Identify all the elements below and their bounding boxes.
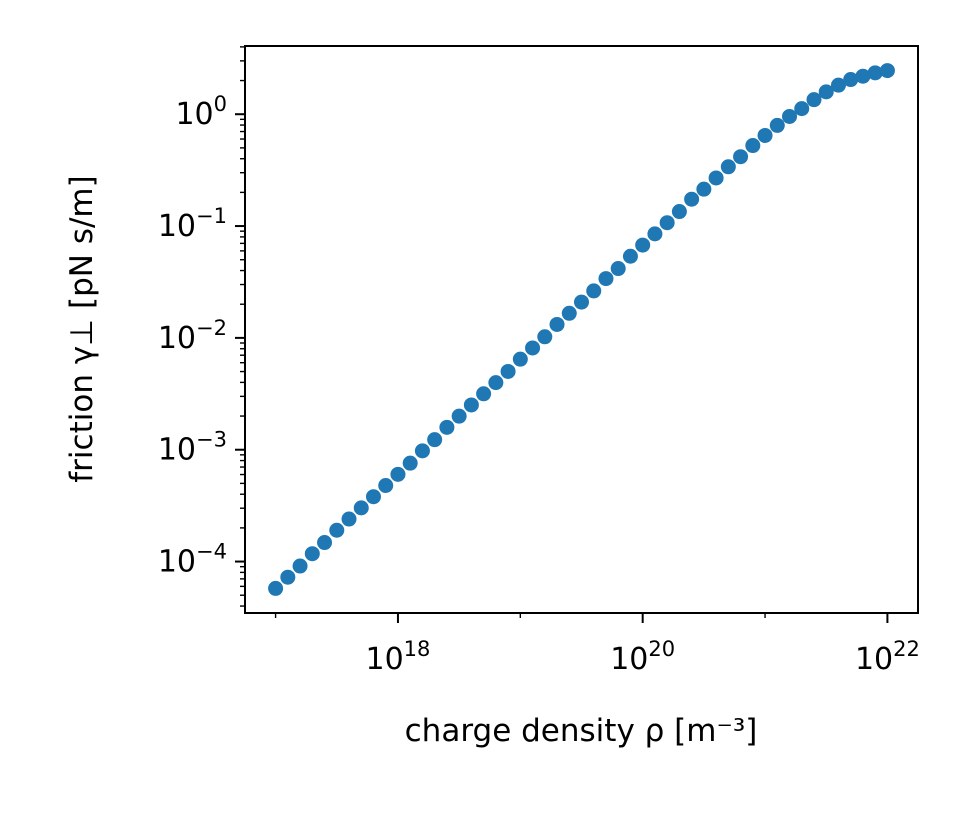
y-tick-label: 10−1	[158, 204, 227, 244]
data-point	[806, 92, 822, 108]
data-point	[733, 149, 749, 165]
data-point	[855, 68, 871, 84]
data-point	[769, 117, 785, 133]
data-point	[818, 84, 834, 100]
plot-frame	[244, 45, 919, 614]
data-point	[317, 535, 333, 551]
data-point	[353, 500, 369, 516]
y-tick-base: 10	[158, 545, 196, 580]
data-point	[402, 455, 418, 471]
data-point	[390, 466, 406, 482]
y-tick-base: 10	[158, 433, 196, 468]
x-tick-label: 1020	[610, 637, 675, 677]
data-point	[525, 340, 541, 356]
data-point	[365, 489, 381, 505]
data-point	[476, 386, 492, 402]
y-tick-exponent: −2	[196, 316, 227, 340]
data-point	[537, 329, 553, 345]
data-point	[414, 443, 430, 459]
data-point	[830, 77, 846, 93]
x-axis-label: charge density ρ [m⁻³]	[405, 713, 758, 749]
data-point	[292, 558, 308, 574]
y-tick-exponent: −3	[196, 428, 227, 452]
y-tick-base: 10	[158, 209, 196, 244]
data-point	[268, 580, 284, 596]
data-point	[439, 419, 455, 435]
data-point	[610, 261, 626, 277]
data-point	[427, 432, 443, 448]
data-point	[512, 351, 528, 367]
y-tick-exponent: −4	[196, 540, 227, 564]
x-tick-base: 10	[610, 642, 648, 677]
x-tick-base: 10	[365, 642, 403, 677]
data-point	[500, 363, 516, 379]
y-tick-label: 10−4	[158, 540, 227, 580]
x-tick-label: 1022	[855, 637, 920, 677]
y-axis-label: friction γ⊥ [pN s/m]	[64, 175, 100, 482]
x-tick-base: 10	[855, 642, 893, 677]
data-point	[708, 170, 724, 186]
data-point	[745, 138, 761, 154]
data-point	[574, 294, 589, 310]
y-tick-base: 10	[158, 321, 196, 356]
data-point	[757, 127, 773, 143]
y-tick-base: 10	[175, 97, 213, 132]
data-point	[879, 63, 895, 79]
y-tick-exponent: 0	[214, 92, 227, 116]
data-point	[598, 271, 614, 287]
data-point	[586, 283, 602, 299]
data-point	[635, 237, 651, 253]
data-point	[451, 408, 467, 424]
x-tick-exponent: 20	[648, 637, 675, 661]
y-tick-label: 10−2	[158, 316, 227, 356]
data-point	[622, 248, 638, 264]
data-point	[659, 215, 675, 231]
data-point	[463, 397, 479, 413]
data-point	[794, 101, 810, 117]
data-point	[561, 305, 577, 321]
data-point	[378, 478, 394, 494]
data-point	[867, 65, 883, 81]
data-point	[280, 569, 296, 585]
data-point	[341, 511, 357, 527]
data-point	[671, 204, 687, 220]
data-point	[843, 72, 859, 88]
data-point	[684, 191, 700, 207]
x-tick-exponent: 18	[404, 637, 431, 661]
data-point	[720, 159, 736, 175]
data-points	[268, 63, 895, 596]
y-tick-label: 10−3	[158, 428, 227, 468]
data-point	[696, 181, 712, 197]
data-point	[329, 522, 345, 538]
data-point	[488, 375, 504, 391]
y-tick-exponent: −1	[196, 204, 227, 228]
x-axis: 1018 1020 1022	[274, 613, 920, 677]
data-point	[549, 316, 565, 332]
y-tick-label: 100	[175, 92, 227, 132]
x-tick-label: 1018	[365, 637, 430, 677]
data-point	[782, 108, 798, 124]
x-tick-exponent: 22	[893, 637, 920, 661]
data-point	[304, 546, 320, 562]
data-point	[647, 226, 663, 242]
